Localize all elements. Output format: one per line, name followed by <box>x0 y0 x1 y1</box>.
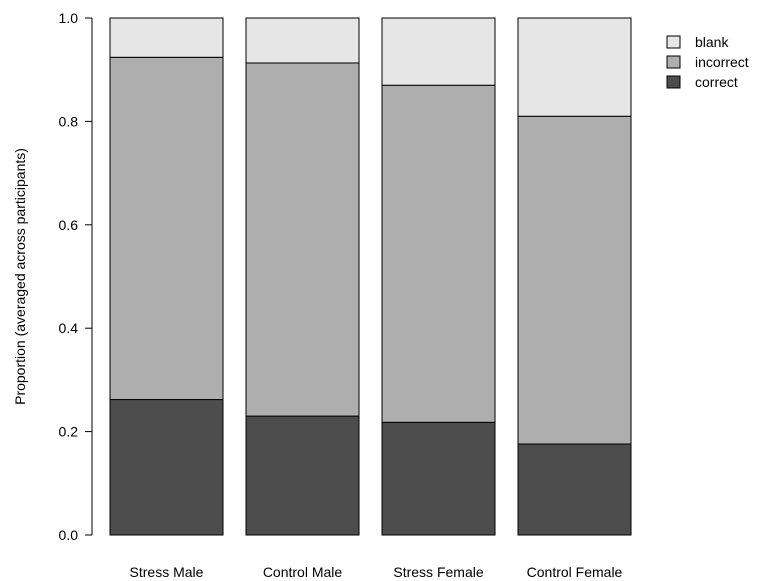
y-tick-label: 0.6 <box>59 217 79 233</box>
bar-segment-blank <box>381 17 496 86</box>
bar-segment-blank <box>245 17 360 64</box>
bar-segment-correct <box>517 443 632 536</box>
x-tick-label: Stress Female <box>393 564 483 580</box>
y-tick-label: 0.4 <box>59 320 79 336</box>
bars <box>109 17 632 536</box>
legend-swatch-incorrect <box>666 55 681 69</box>
y-tick-label: 1.0 <box>59 10 79 26</box>
bar-segment-incorrect <box>381 84 496 423</box>
x-tick-label: Control Male <box>263 564 343 580</box>
x-tick-label: Stress Male <box>130 564 204 580</box>
y-axis: 0.0 0.2 0.4 0.6 0.8 1.0 <box>59 10 93 543</box>
legend-label-blank: blank <box>695 34 729 50</box>
bar-segment-blank <box>109 17 224 58</box>
bar-segment-incorrect <box>517 115 632 445</box>
y-tick-label: 0.2 <box>59 424 79 440</box>
y-tick-label: 0.0 <box>59 527 79 543</box>
x-tick-labels: Stress Male Control Male Stress Female Cont… <box>130 564 623 580</box>
bar-segment-correct <box>109 399 224 536</box>
bar-segment-incorrect <box>245 62 360 417</box>
bar-segment-blank <box>517 17 632 117</box>
bar-segment-correct <box>245 415 360 536</box>
legend: blank incorrect correct <box>666 34 749 90</box>
y-tick-label: 0.8 <box>59 113 79 129</box>
bar-segment-correct <box>381 421 496 536</box>
legend-label-incorrect: incorrect <box>695 54 749 70</box>
legend-swatch-blank <box>666 35 681 49</box>
bar-segment-incorrect <box>109 56 224 401</box>
y-ticks: 0.0 0.2 0.4 0.6 0.8 1.0 <box>59 10 92 543</box>
x-tick-label: Control Female <box>527 564 623 580</box>
y-axis-title: Proportion (averaged across participants… <box>12 148 28 405</box>
legend-swatch-correct <box>666 75 681 89</box>
legend-label-correct: correct <box>695 74 738 90</box>
